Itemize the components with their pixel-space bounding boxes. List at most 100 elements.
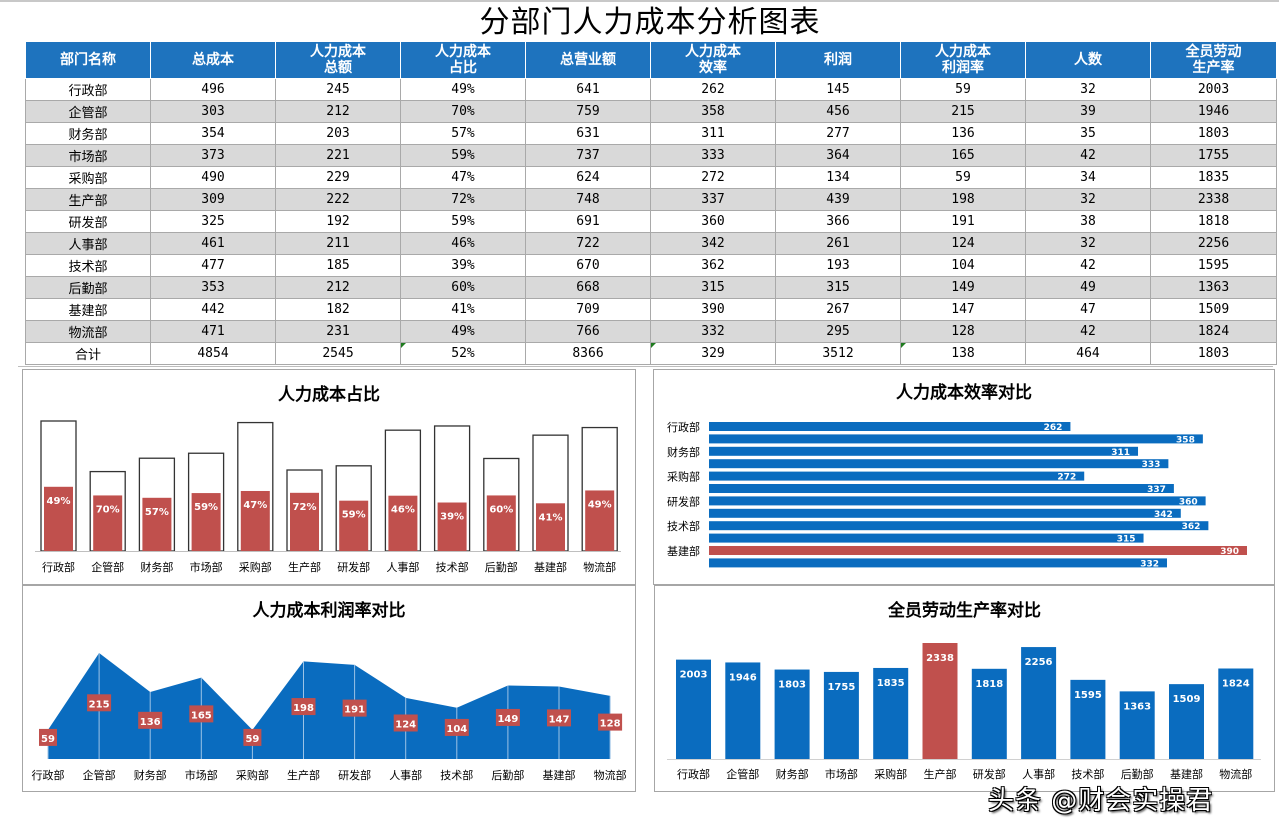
value-cell: 212 — [275, 275, 401, 299]
data-label: 147 — [549, 714, 570, 725]
x-axis-label: 生产部 — [287, 768, 320, 782]
cell-text: 456 — [826, 103, 850, 119]
cell-text: 32 — [1080, 81, 1096, 97]
cell-text: 35 — [1080, 125, 1096, 141]
bar-group: 360 研发部 — [667, 494, 1206, 508]
cell-text: 193 — [826, 257, 850, 273]
cell-text: 42 — [1080, 257, 1096, 273]
value-cell: 1755 — [1150, 143, 1277, 167]
bar-group: 39% 技术部 — [433, 425, 471, 574]
column-header: 人力成本 总额 — [275, 42, 401, 79]
value-cell: 262 — [650, 77, 776, 101]
column-header-line: 人数 — [1074, 51, 1102, 68]
productivity-bar — [676, 659, 711, 759]
column-header: 人力成本 占比 — [400, 42, 526, 79]
labor-cost-bar — [339, 500, 369, 551]
value-cell: 496 — [150, 77, 276, 101]
table-row: 研发部 325 192 59% 691 360 366 191 38 1818 — [25, 209, 1277, 233]
bar-group: 41% 基建部 — [532, 434, 569, 574]
productivity-bar — [922, 643, 958, 759]
data-label: 59 — [245, 734, 259, 745]
cell-text: 49 — [1080, 279, 1096, 295]
bar-group: 362 技术部 — [667, 519, 1209, 533]
cell-text: 358 — [701, 103, 725, 119]
productivity-bar — [1021, 647, 1057, 759]
column-header-line: 利润 — [824, 51, 852, 68]
cell-text: 464 — [1076, 345, 1100, 361]
data-label-box — [189, 705, 214, 723]
value-cell: 1946 — [1150, 99, 1277, 123]
value-cell: 128 — [900, 319, 1026, 343]
y-axis-label: 基建部 — [667, 544, 700, 558]
chart-panel-productivity: 全员劳动生产率对比 2003 行政部 1946 企管部 1803 财务部 1755 市场部 18… — [654, 585, 1275, 792]
value-cell: 41% — [400, 297, 526, 321]
value-cell: 670 — [525, 253, 651, 277]
data-label: 165 — [191, 710, 212, 721]
cell-text: 1835 — [1197, 169, 1230, 185]
value-cell: 165 — [900, 143, 1026, 167]
cell-text: 39% — [451, 257, 475, 273]
value-cell: 49 — [1025, 275, 1151, 299]
data-label: 60% — [489, 504, 513, 515]
cell-text: 624 — [576, 169, 600, 185]
cell-text: 668 — [576, 279, 600, 295]
cell-text: 185 — [326, 257, 350, 273]
data-label: 311 — [1111, 448, 1130, 458]
bar-group: 1818 研发部 — [971, 668, 1007, 781]
value-cell: 311 — [650, 121, 776, 145]
cell-text: 1509 — [1197, 301, 1230, 317]
table-row: 后勤部 353 212 60% 668 315 315 149 49 1363 — [25, 275, 1277, 299]
chart-panel-ratio: 人力成本占比 49% 行政部 70% 企管部 57% 财务部 59% 市场部 47% 采购部 72%… — [22, 369, 636, 585]
x-axis-label: 研发部 — [338, 768, 371, 782]
chart-title-ratio: 人力成本占比 — [278, 385, 380, 405]
data-label: 149 — [497, 714, 518, 725]
bar-group: 358 — [709, 434, 1203, 445]
value-cell: 366 — [775, 209, 901, 233]
bar-group: 1946 企管部 — [725, 662, 761, 781]
value-cell: 1824 — [1150, 319, 1277, 343]
cell-text: 技术部 — [68, 259, 108, 275]
column-header-line: 占比 — [449, 59, 477, 76]
cell-text: 670 — [576, 257, 600, 273]
cell-text: 353 — [201, 279, 225, 295]
x-axis-label: 采购部 — [239, 560, 272, 574]
x-axis-label: 技术部 — [1071, 767, 1104, 781]
value-cell: 624 — [525, 165, 651, 189]
data-label-box — [598, 713, 623, 731]
value-cell: 32 — [1025, 77, 1151, 101]
bar-group: 390 基建部 — [667, 544, 1247, 558]
bar-group: 337 — [709, 484, 1174, 495]
cell-text: 企管部 — [68, 105, 108, 121]
value-cell: 354 — [150, 121, 276, 145]
value-cell: 192 — [275, 209, 401, 233]
x-axis-label: 后勤部 — [491, 768, 524, 782]
cell-text: 261 — [826, 235, 850, 251]
data-label: 46% — [391, 505, 415, 516]
cell-text: 333 — [701, 147, 725, 163]
data-label: 362 — [1182, 522, 1201, 532]
labor-cost-bar — [44, 486, 73, 551]
value-cell: 182 — [275, 297, 401, 321]
value-cell: 42 — [1025, 143, 1151, 167]
data-label: 59 — [41, 734, 55, 745]
value-cell: 47 — [1025, 297, 1151, 321]
value-cell: 198 — [900, 187, 1026, 211]
column-header-line: 全员劳动 — [1185, 43, 1242, 60]
data-point: 59 行政部 — [32, 728, 65, 782]
cell-text: 203 — [326, 125, 350, 141]
x-axis-label: 物流部 — [1219, 767, 1252, 781]
cell-text: 2338 — [1197, 191, 1230, 207]
x-axis-label: 生产部 — [924, 767, 957, 781]
productivity-bar — [1218, 668, 1254, 759]
formula-indicator-icon — [651, 342, 656, 348]
bar-group: 311 财务部 — [667, 445, 1139, 459]
cell-text: 32 — [1080, 191, 1096, 207]
value-cell: 39% — [400, 253, 526, 277]
top-border — [0, 0, 1279, 2]
value-cell: 47% — [400, 165, 526, 189]
table-row: 采购部 490 229 47% 624 272 134 59 34 1835 — [25, 165, 1277, 189]
value-cell: 362 — [650, 253, 776, 277]
value-cell: 439 — [775, 187, 901, 211]
value-cell: 104 — [900, 253, 1026, 277]
cell-text: 4854 — [197, 345, 229, 361]
